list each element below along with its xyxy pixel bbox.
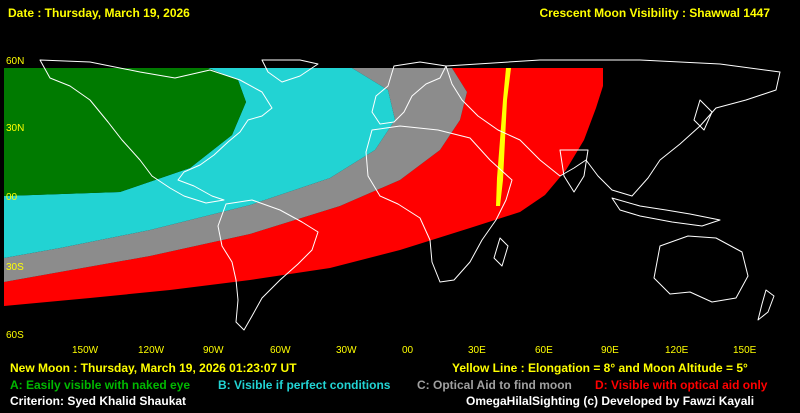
lon-label: 60W	[270, 345, 291, 356]
zone-a-easily-visible	[4, 68, 246, 196]
coast-madagascar	[493, 237, 509, 267]
elongation-altitude-line	[496, 68, 511, 206]
credit: OmegaHilalSighting (c) Developed by Fawz…	[466, 394, 755, 408]
coastlines	[39, 59, 781, 331]
coast-south-america	[217, 199, 319, 331]
longitude-labels: 150W 120W 90W 60W 30W 00 30E 60E 90E 120…	[72, 345, 757, 356]
coast-africa	[365, 125, 513, 283]
lat-label: 60N	[6, 56, 24, 67]
lon-label: 00	[402, 345, 414, 356]
lon-label: 120E	[665, 345, 689, 356]
lon-label: 90W	[203, 345, 224, 356]
coast-asia	[445, 59, 781, 197]
coast-australia	[653, 235, 749, 303]
coast-japan	[693, 99, 713, 131]
coast-north-america	[39, 59, 273, 204]
legend-c: C: Optical Aid to find moon	[417, 378, 572, 392]
coast-new-zealand	[757, 289, 775, 321]
coast-india	[559, 149, 589, 193]
lon-label: 30W	[336, 345, 357, 356]
lon-label: 90E	[601, 345, 619, 356]
lon-label: 150W	[72, 345, 99, 356]
latitude-labels: 60N 30N 00 30S 60S	[6, 56, 24, 341]
header-title: Crescent Moon Visibility : Shawwal 1447	[539, 6, 770, 20]
zone-c-optical-aid-to-find	[4, 68, 467, 282]
lat-label: 30N	[6, 123, 24, 134]
lon-label: 60E	[535, 345, 553, 356]
new-moon-time: New Moon : Thursday, March 19, 2026 01:2…	[10, 361, 297, 375]
yellow-line-note: Yellow Line : Elongation = 8° and Moon A…	[452, 361, 748, 375]
coast-indonesia	[611, 197, 721, 227]
lat-label: 60S	[6, 330, 24, 341]
zone-b-visible-perfect-conditions	[4, 68, 395, 258]
lon-label: 30E	[468, 345, 486, 356]
legend-a: A: Easily visible with naked eye	[10, 378, 191, 392]
header-date: Date : Thursday, March 19, 2026	[8, 6, 190, 20]
legend-d: D: Visible with optical aid only	[595, 378, 768, 392]
lon-label: 150E	[733, 345, 757, 356]
lat-label: 00	[6, 192, 18, 203]
legend-b: B: Visible if perfect conditions	[218, 378, 391, 392]
lon-label: 120W	[138, 345, 165, 356]
lat-label: 30S	[6, 262, 24, 273]
criterion: Criterion: Syed Khalid Shaukat	[10, 394, 187, 408]
coast-greenland	[261, 59, 319, 83]
